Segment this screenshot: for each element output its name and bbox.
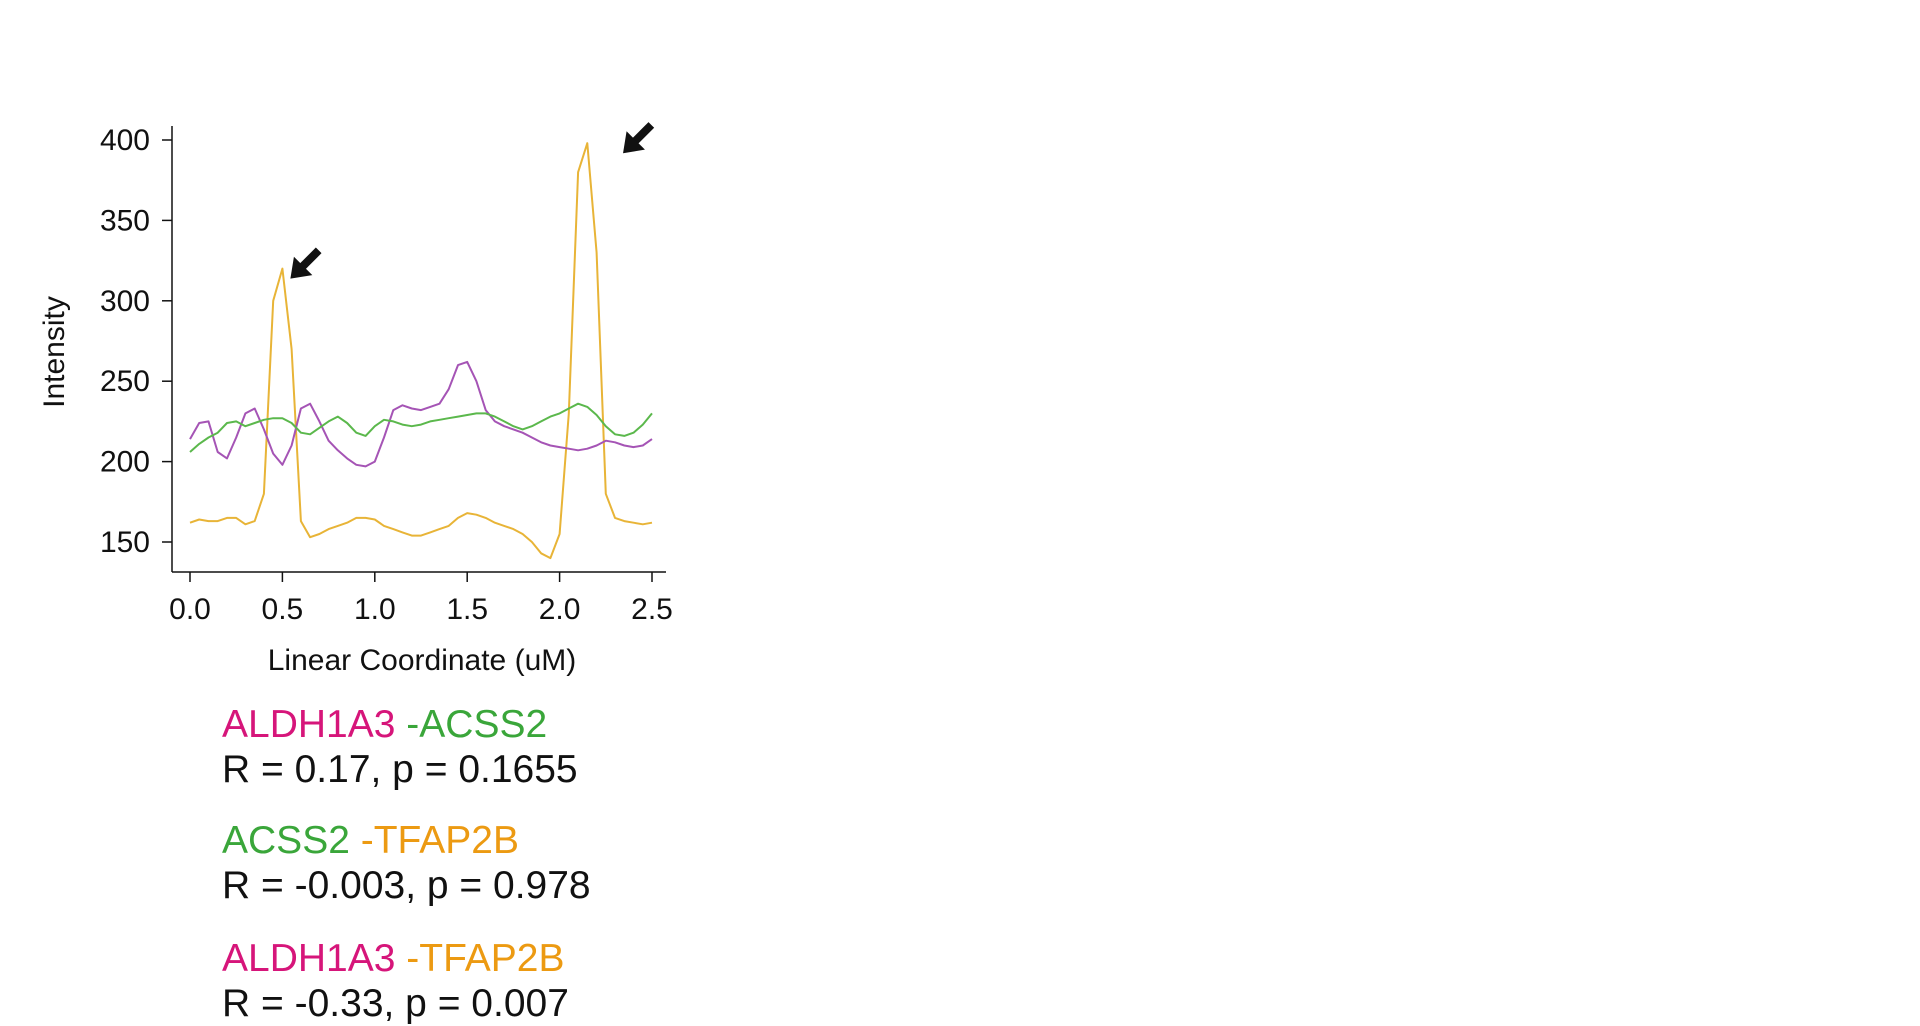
gene-a-label: ALDH1A3 bbox=[222, 937, 396, 980]
arrow-annotation-icon bbox=[623, 122, 655, 154]
correlation-stats-acss2-tfap2b: ACSS2 -TFAP2B R = -0.003, p = 0.978 bbox=[222, 818, 591, 908]
gene-b-label: -TFAP2B bbox=[360, 819, 519, 862]
x-tick-label: 2.0 bbox=[539, 593, 581, 626]
x-tick-label: 2.5 bbox=[631, 593, 673, 626]
series-line-1 bbox=[189, 142, 653, 560]
correlation-value: R = -0.003, p = 0.978 bbox=[222, 864, 591, 907]
gene-b-label: -ACSS2 bbox=[406, 703, 548, 746]
x-axis-title: Linear Coordinate (uM) bbox=[268, 644, 576, 677]
x-tick-label: 0.0 bbox=[169, 593, 211, 626]
y-tick-label: 150 bbox=[100, 526, 150, 559]
x-tick-label: 1.0 bbox=[354, 593, 396, 626]
y-tick-label: 250 bbox=[100, 365, 150, 398]
y-axis-title: Intensity bbox=[38, 296, 71, 408]
arrow-annotation-icon bbox=[290, 247, 322, 279]
y-tick-label: 200 bbox=[100, 446, 150, 479]
correlation-stats-aldh1a3-acss2: ALDH1A3 -ACSS2 R = 0.17, p = 0.1655 bbox=[222, 702, 578, 792]
series-line-2 bbox=[189, 360, 653, 468]
y-tick-label: 400 bbox=[100, 124, 150, 157]
y-tick-label: 300 bbox=[100, 285, 150, 318]
gene-a-label: ALDH1A3 bbox=[222, 703, 396, 746]
gene-b-label: -TFAP2B bbox=[406, 937, 565, 980]
gene-a-label: ACSS2 bbox=[222, 819, 350, 862]
plot-area: 0.0 0.5 1.0 1.5 2.0 2.5 150 200 250 300 350 400 bbox=[100, 122, 673, 626]
gene-pair-label: ALDH1A3 -TFAP2B bbox=[222, 936, 569, 981]
x-tick-label: 1.5 bbox=[446, 593, 488, 626]
correlation-value: R = 0.17, p = 0.1655 bbox=[222, 748, 578, 791]
correlation-value: R = -0.33, p = 0.007 bbox=[222, 982, 569, 1025]
intensity-line-chart: 0.0 0.5 1.0 1.5 2.0 2.5 150 200 250 300 350 400 Lin… bbox=[38, 122, 673, 677]
correlation-stats-aldh1a3-tfap2b: ALDH1A3 -TFAP2B R = -0.33, p = 0.007 bbox=[222, 936, 569, 1026]
gene-pair-label: ACSS2 -TFAP2B bbox=[222, 818, 591, 863]
series-line-3 bbox=[189, 402, 653, 453]
x-tick-label: 0.5 bbox=[262, 593, 304, 626]
gene-pair-label: ALDH1A3 -ACSS2 bbox=[222, 702, 578, 747]
y-tick-label: 350 bbox=[100, 204, 150, 237]
